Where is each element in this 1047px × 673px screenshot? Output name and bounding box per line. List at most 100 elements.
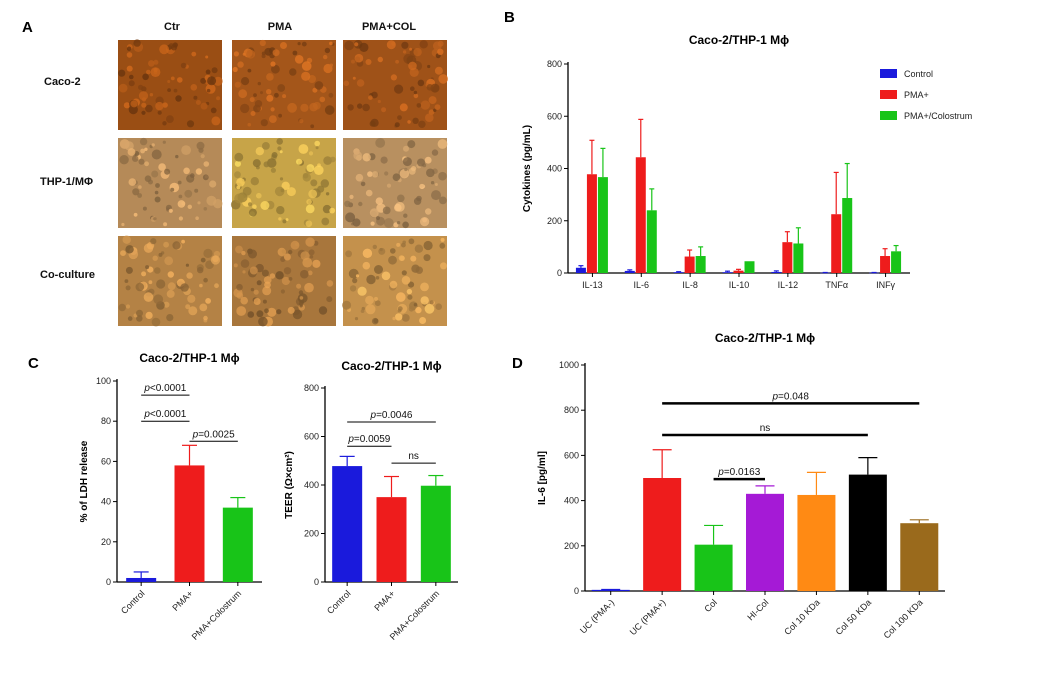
bar [684,256,695,273]
y-axis-label: % of LDH release [79,440,90,522]
x-tick-label: INFγ [876,280,895,290]
x-tick-label: Control [119,588,147,616]
y-tick-label: 0 [314,577,319,587]
y-axis-label: Cytokines (pg/mL) [522,125,533,212]
panel-letter-a: A [22,19,33,36]
x-tick-label: Col 10 KDa [782,597,822,637]
x-tick-label: IL-12 [778,280,799,290]
bar [222,507,253,582]
bar [722,272,733,273]
micrograph-col-ctr: Ctr [164,21,181,33]
bar [842,198,853,273]
micrograph-0-0 [118,39,223,130]
y-tick-label: 20 [101,537,111,547]
y-tick-label: 400 [564,496,579,506]
y-tick-label: 60 [101,456,111,466]
significance-label: p=0.0046 [370,410,413,421]
y-tick-label: 0 [106,577,111,587]
micrograph-2-1 [232,236,336,327]
legend-label: Control [904,69,933,79]
significance-label: ns [408,451,419,462]
chart-ldh-release: Caco-2/THP-1 Mϕ % of LDH release 0 20 40 60 80… [79,351,262,642]
y-tick-label: 800 [564,405,579,415]
bar [880,256,891,273]
micrograph-1-2 [343,138,448,229]
x-tick-label: IL-10 [729,280,750,290]
y-tick-label: 200 [564,541,579,551]
micrograph-row-coculture: Co-culture [40,269,95,281]
micrograph-2-0 [118,235,222,327]
panel-letter-d: D [512,355,523,372]
y-tick-label: 200 [547,216,562,226]
x-tick-label: UC (PMA-) [578,597,616,635]
bar [420,485,451,582]
y-tick-label: 800 [547,59,562,69]
bar [174,465,205,582]
bar [646,210,657,273]
bar [746,493,784,591]
micrograph-row-thp1: THP-1/MΦ [40,176,93,188]
chart-cytokines: Caco-2/THP-1 Mϕ Cytokines (pg/mL) 0 200 400 6… [522,33,972,290]
bar [673,272,684,273]
bar [695,256,706,273]
x-tick-label: IL-6 [634,280,650,290]
bar [635,157,646,273]
chart-il6: Caco-2/THP-1 Mϕ IL-6 [pg/ml] 0 200 400 600 800… [537,331,945,640]
bar [597,177,608,273]
bar [831,214,842,273]
chart-title: Caco-2/THP-1 Mϕ [715,331,815,345]
micrograph-row-caco2: Caco-2 [44,76,81,88]
significance-label: p<0.0001 [143,383,186,394]
y-tick-label: 600 [304,432,319,442]
y-axis-label: IL-6 [pg/ml] [537,451,548,505]
x-tick-label: UC (PMA+) [628,597,668,637]
legend-swatch [880,69,897,78]
bar [848,474,887,591]
x-tick-label: Col 100 KDa [882,597,925,640]
bar [782,242,793,273]
y-tick-label: 0 [574,586,579,596]
y-tick-label: 80 [101,416,111,426]
y-tick-label: 100 [96,376,111,386]
micrograph-grid: Ctr PMA PMA+COL Caco-2 THP-1/MΦ Co-cultu… [40,21,449,327]
micrograph-0-2 [343,40,449,130]
significance-label: ns [760,423,771,434]
bar [744,261,755,273]
bar [891,251,902,273]
micrograph-1-0 [118,137,223,228]
y-tick-label: 400 [304,480,319,490]
y-tick-label: 600 [547,111,562,121]
legend: Control PMA+ PMA+/Colostrum [880,69,972,121]
x-tick-label: TNFα [825,280,848,290]
y-tick-label: 1000 [559,360,579,370]
y-tick-label: 800 [304,383,319,393]
significance-label: p=0.0059 [347,434,390,445]
x-tick-label: IL-13 [582,280,603,290]
x-tick-label: Control [325,588,353,616]
micrograph-col-pma: PMA [268,21,293,33]
bar [900,523,939,591]
legend-label: PMA+ [904,90,929,100]
significance-label: p=0.048 [771,391,809,402]
bar [694,544,733,591]
bar [586,174,597,273]
y-tick-label: 200 [304,529,319,539]
x-tick-label: Col [702,597,719,614]
x-tick-label: PMA+ [170,588,195,613]
x-tick-label: IL-8 [682,280,698,290]
chart-title: Caco-2/THP-1 Mϕ [341,359,441,373]
bar [793,243,804,273]
significance-label: p<0.0001 [143,409,186,420]
micrograph-1-1 [230,138,336,228]
bar [126,577,157,582]
bar [643,478,682,591]
micrograph-2-2 [342,236,447,326]
chart-title: Caco-2/THP-1 Mϕ [689,33,789,47]
panel-letter-b: B [504,9,515,26]
legend-label: PMA+/Colostrum [904,111,972,121]
bar [332,466,363,582]
y-tick-label: 40 [101,497,111,507]
bar [733,270,744,273]
y-tick-label: 600 [564,450,579,460]
